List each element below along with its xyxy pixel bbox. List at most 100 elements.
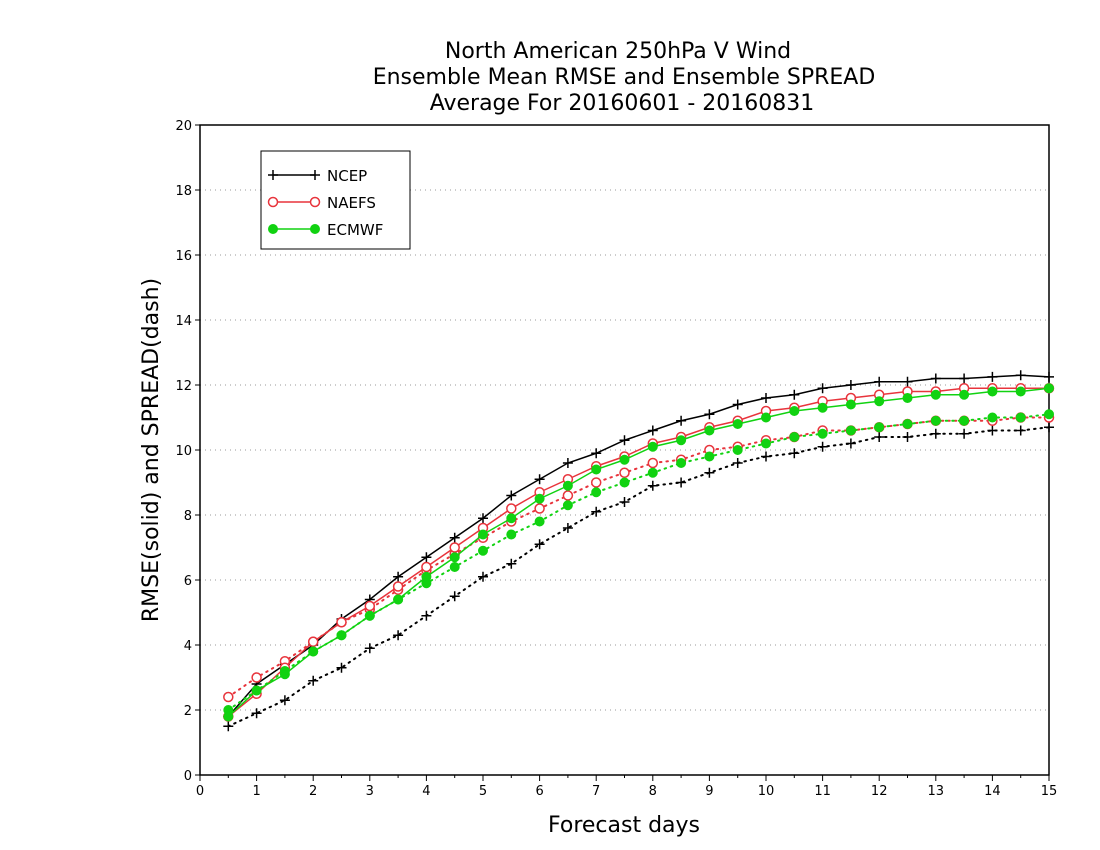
series-ecmwf xyxy=(223,383,1054,722)
y-tick-label: 0 xyxy=(184,769,192,784)
x-tick-label: 6 xyxy=(535,784,543,799)
ecmwf-rmse-point xyxy=(478,529,488,540)
y-tick-label: 8 xyxy=(184,509,192,524)
ncep-spread-point xyxy=(336,662,347,673)
ecmwf-spread-point xyxy=(845,425,856,436)
ncep-rmse-point xyxy=(619,435,630,446)
naefs-spread-point xyxy=(534,503,545,514)
ncep-rmse-point xyxy=(817,383,828,394)
ecmwf-spread-point xyxy=(959,415,970,426)
naefs-rmse-point xyxy=(506,503,517,514)
ncep-spread-point xyxy=(619,497,630,507)
title-line-2: Ensemble Mean RMSE and Ensemble SPREAD xyxy=(373,65,876,90)
ecmwf-spread-point xyxy=(817,428,828,439)
ncep-rmse-point xyxy=(591,448,602,459)
ecmwf-rmse-point xyxy=(930,389,941,400)
ncep-spread-point xyxy=(1015,425,1026,436)
ncep-rmse-point xyxy=(789,389,800,400)
ncep-spread-point xyxy=(308,675,319,686)
ecmwf-spread-point xyxy=(987,412,998,423)
x-tick-label: 7 xyxy=(592,784,600,799)
legend-marker xyxy=(268,170,278,180)
ecmwf-spread-point xyxy=(676,458,687,468)
ncep-rmse-point xyxy=(1015,370,1026,381)
naefs-rmse-point xyxy=(449,542,460,553)
ncep-spread-point xyxy=(874,432,885,442)
ecmwf-spread-point xyxy=(591,487,602,498)
ecmwf-rmse-point xyxy=(817,402,828,413)
ncep-spread-point xyxy=(1044,422,1054,433)
x-tick-label: 1 xyxy=(252,784,260,799)
title-line-3: Average For 20160601 - 20160831 xyxy=(430,91,815,116)
ncep-rmse-point xyxy=(449,532,460,543)
ecmwf-spread-point xyxy=(1015,412,1026,423)
ncep-spread-point xyxy=(562,523,573,533)
ecmwf-spread-point xyxy=(647,467,658,478)
ecmwf-spread-point xyxy=(1044,409,1054,420)
series-naefs xyxy=(223,383,1055,722)
ncep-rmse-line xyxy=(227,374,1050,717)
naefs-rmse-line xyxy=(227,387,1049,718)
ecmwf-spread-point xyxy=(732,445,743,455)
ncep-rmse-point xyxy=(534,474,545,485)
ncep-spread-point xyxy=(506,558,517,569)
x-tick-label: 8 xyxy=(649,784,657,799)
ncep-rmse-point xyxy=(704,409,715,420)
ncep-spread-point xyxy=(364,643,375,654)
ncep-spread-point xyxy=(704,467,715,478)
ncep-rmse-point xyxy=(1044,371,1054,382)
x-tick-label: 0 xyxy=(196,784,204,799)
ecmwf-rmse-point xyxy=(959,389,970,400)
legend-label-ncep: NCEP xyxy=(327,167,367,185)
y-axis-title: RMSE(solid) and SPREAD(dash) xyxy=(139,278,164,622)
ncep-spread-point xyxy=(279,695,290,706)
y-tick-label: 10 xyxy=(175,444,192,459)
ecmwf-rmse-point xyxy=(562,480,573,491)
ncep-rmse-point xyxy=(421,552,432,563)
ncep-spread-point xyxy=(902,432,913,442)
ncep-spread-point xyxy=(251,708,262,719)
naefs-spread-point xyxy=(223,691,234,703)
naefs-spread-point xyxy=(251,672,262,683)
y-tick-label: 16 xyxy=(175,249,192,264)
ecmwf-spread-point xyxy=(449,562,460,572)
legend-marker xyxy=(268,224,278,234)
legend-label-naefs: NAEFS xyxy=(327,194,376,212)
ecmwf-rmse-point xyxy=(647,441,658,452)
ecmwf-rmse-point xyxy=(789,406,800,416)
y-tick-label: 20 xyxy=(175,119,192,134)
ncep-rmse-point xyxy=(761,393,771,403)
x-tick-label: 9 xyxy=(705,784,713,799)
legend-marker xyxy=(309,196,321,208)
chart-title: North American 250hPa V Wind Ensemble Me… xyxy=(373,39,876,116)
ecmwf-rmse-point xyxy=(874,396,885,407)
ecmwf-rmse-line xyxy=(227,387,1050,718)
y-tick-label: 2 xyxy=(184,704,192,719)
ecmwf-spread-point xyxy=(761,438,771,449)
ecmwf-rmse-point xyxy=(364,610,375,621)
series-layer xyxy=(223,370,1055,732)
legend-label-ecmwf: ECMWF xyxy=(327,221,383,239)
x-tick-label: 5 xyxy=(479,784,487,799)
ncep-rmse-point xyxy=(647,425,658,436)
ecmwf-rmse-point xyxy=(393,594,404,605)
y-tick-label: 18 xyxy=(175,184,192,199)
ncep-rmse-point xyxy=(506,490,517,501)
ncep-spread-point xyxy=(393,630,404,641)
ecmwf-spread-point xyxy=(789,432,800,442)
ncep-rmse-point xyxy=(393,571,404,582)
ncep-rmse-point xyxy=(562,458,573,468)
ecmwf-rmse-point xyxy=(1044,383,1054,394)
series-ncep xyxy=(223,370,1054,732)
naefs-rmse-point xyxy=(336,617,347,628)
ecmwf-rmse-point xyxy=(732,419,743,429)
ncep-spread-point xyxy=(817,441,828,452)
x-tick-label: 12 xyxy=(871,784,888,799)
ncep-rmse-point xyxy=(930,373,941,384)
naefs-spread-line xyxy=(227,416,1050,698)
ecmwf-spread-point xyxy=(506,529,517,540)
legend-marker xyxy=(310,224,320,234)
x-tick-label: 2 xyxy=(309,784,317,799)
ncep-spread-point xyxy=(591,506,602,517)
